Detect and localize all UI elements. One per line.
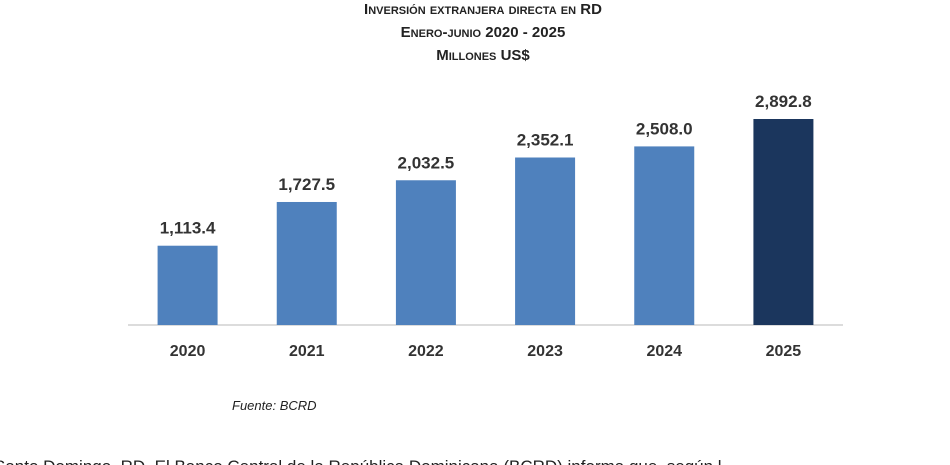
- x-tick-label: 2025: [766, 343, 802, 360]
- x-tick-label: 2022: [408, 343, 444, 360]
- bar: [157, 245, 218, 325]
- value-label: 2,352.1: [517, 131, 574, 150]
- value-label: 1,113.4: [160, 219, 216, 238]
- x-tick-label: 2024: [646, 343, 682, 360]
- value-label: 2,508.0: [636, 119, 693, 138]
- bar: [753, 119, 814, 325]
- value-label: 2,032.5: [398, 153, 455, 172]
- value-label: 1,727.5: [278, 175, 335, 194]
- x-tick-label: 2023: [527, 343, 563, 360]
- bar: [276, 201, 337, 325]
- value-label: 2,892.8: [755, 92, 812, 111]
- bar: [395, 180, 456, 325]
- bar: [634, 146, 695, 325]
- x-tick-label: 2021: [289, 343, 325, 360]
- source-note: Fuente: BCRD: [232, 398, 317, 413]
- chart-title: Inversión extranjera directa en RD: [364, 1, 602, 18]
- x-tick-label: 2020: [170, 343, 206, 360]
- bar: [515, 157, 576, 325]
- chart-title: Millones US$: [436, 47, 530, 64]
- article-text: Santo Domingo, RD. El Banco Central de l…: [0, 457, 722, 465]
- chart-title: Enero-junio 2020 - 2025: [401, 24, 566, 41]
